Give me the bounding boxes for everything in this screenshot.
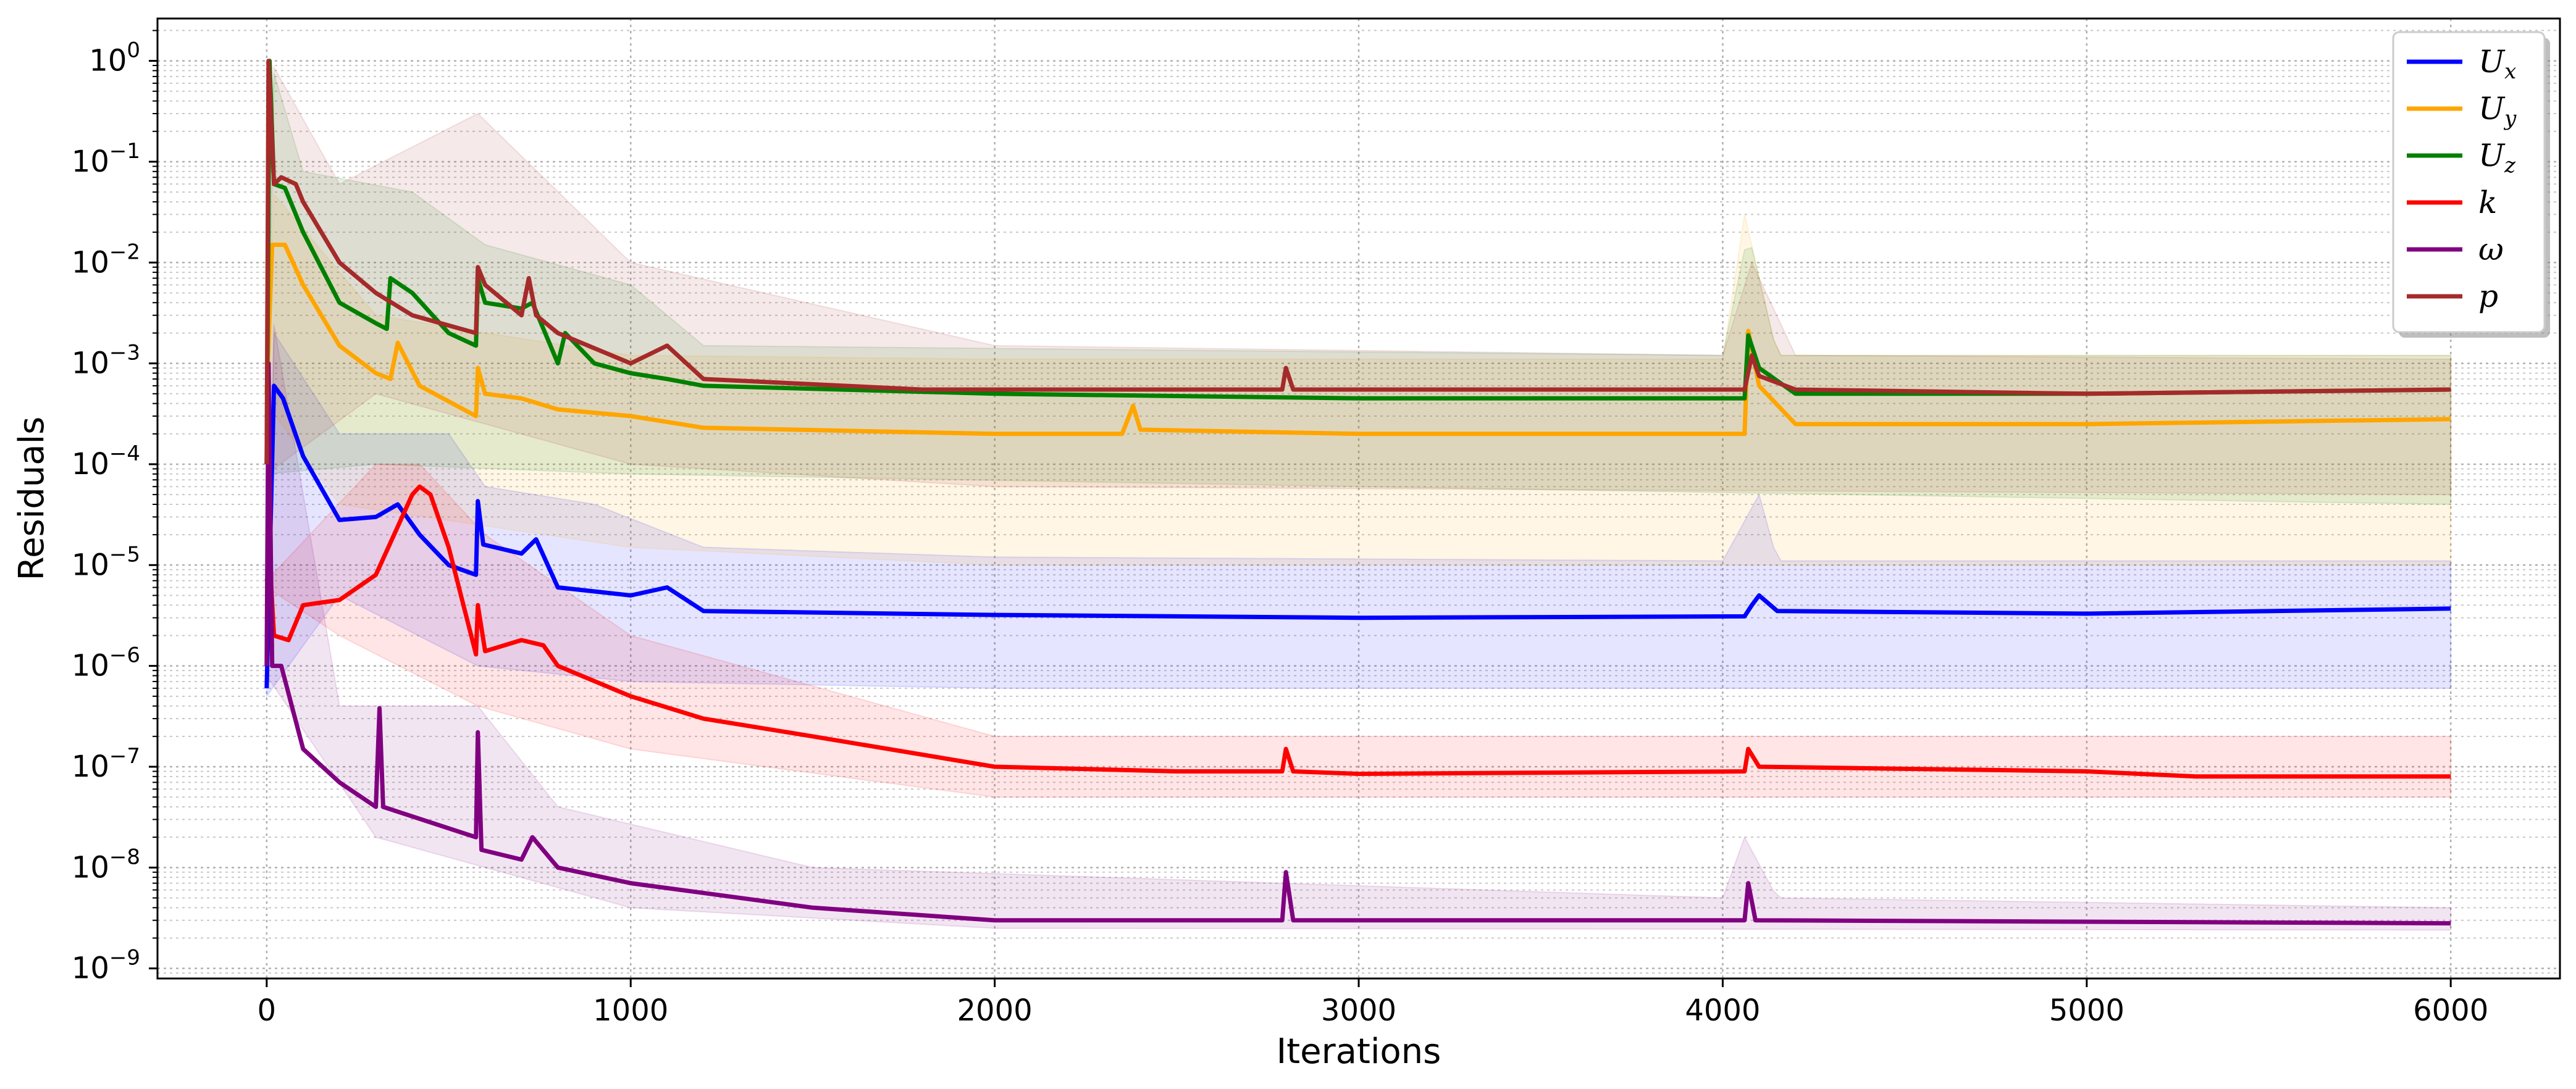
x-tick-label: 4000 xyxy=(1685,993,1760,1028)
band-Uz xyxy=(266,73,2452,506)
y-tick-label: 10−8 xyxy=(72,845,140,885)
y-tick-label: 10−3 xyxy=(72,341,140,381)
x-tick-label: 0 xyxy=(258,993,277,1028)
y-tick-label: 10−1 xyxy=(72,139,140,179)
x-tick-label: 1000 xyxy=(593,993,668,1028)
y-tick-label: 10−2 xyxy=(72,240,140,280)
x-axis-title: Iterations xyxy=(1277,1032,1441,1072)
x-axis-ticks: 0 1000 2000 3000 4000 5000 6000 xyxy=(258,978,2488,1028)
legend: Ux Uy Uz kωp xyxy=(2392,31,2550,338)
y-tick-label: 10−9 xyxy=(72,946,140,986)
grid xyxy=(157,19,2560,979)
y-tick-label: 10−6 xyxy=(72,643,140,683)
legend-label: Uy xyxy=(2478,91,2517,131)
band-Ux xyxy=(266,331,2452,698)
legend-label: Uz xyxy=(2478,138,2516,178)
x-tick-label: 5000 xyxy=(2049,993,2125,1028)
band-ω xyxy=(266,324,2452,931)
y-axis-title: Residuals xyxy=(12,417,52,581)
x-tick-label: 3000 xyxy=(1321,993,1396,1028)
band-k xyxy=(266,464,2452,798)
series-line-p xyxy=(264,59,2451,465)
legend-label: ω xyxy=(2478,232,2504,267)
legend-label: Ux xyxy=(2478,44,2516,84)
legend-label: k xyxy=(2478,185,2497,220)
series-line-k xyxy=(264,484,2451,779)
y-tick-label: 10−7 xyxy=(72,744,140,784)
series-line-ω xyxy=(264,361,2451,926)
legend-label: p xyxy=(2478,278,2498,314)
y-tick-label: 100 xyxy=(89,38,140,78)
y-tick-label: 10−4 xyxy=(72,441,140,482)
y-tick-label: 10−5 xyxy=(72,542,140,582)
x-tick-label: 2000 xyxy=(957,993,1033,1028)
y-axis-ticks: 100 10−1 10−2 10−3 10−4 10−5 10−6 10−7 10−8 10−9 xyxy=(72,30,157,986)
band-Uy xyxy=(266,192,2452,566)
x-tick-label: 6000 xyxy=(2413,993,2488,1028)
series-lines xyxy=(264,59,2451,926)
series-line-Ux xyxy=(264,383,2451,688)
legend-box xyxy=(2392,31,2546,333)
